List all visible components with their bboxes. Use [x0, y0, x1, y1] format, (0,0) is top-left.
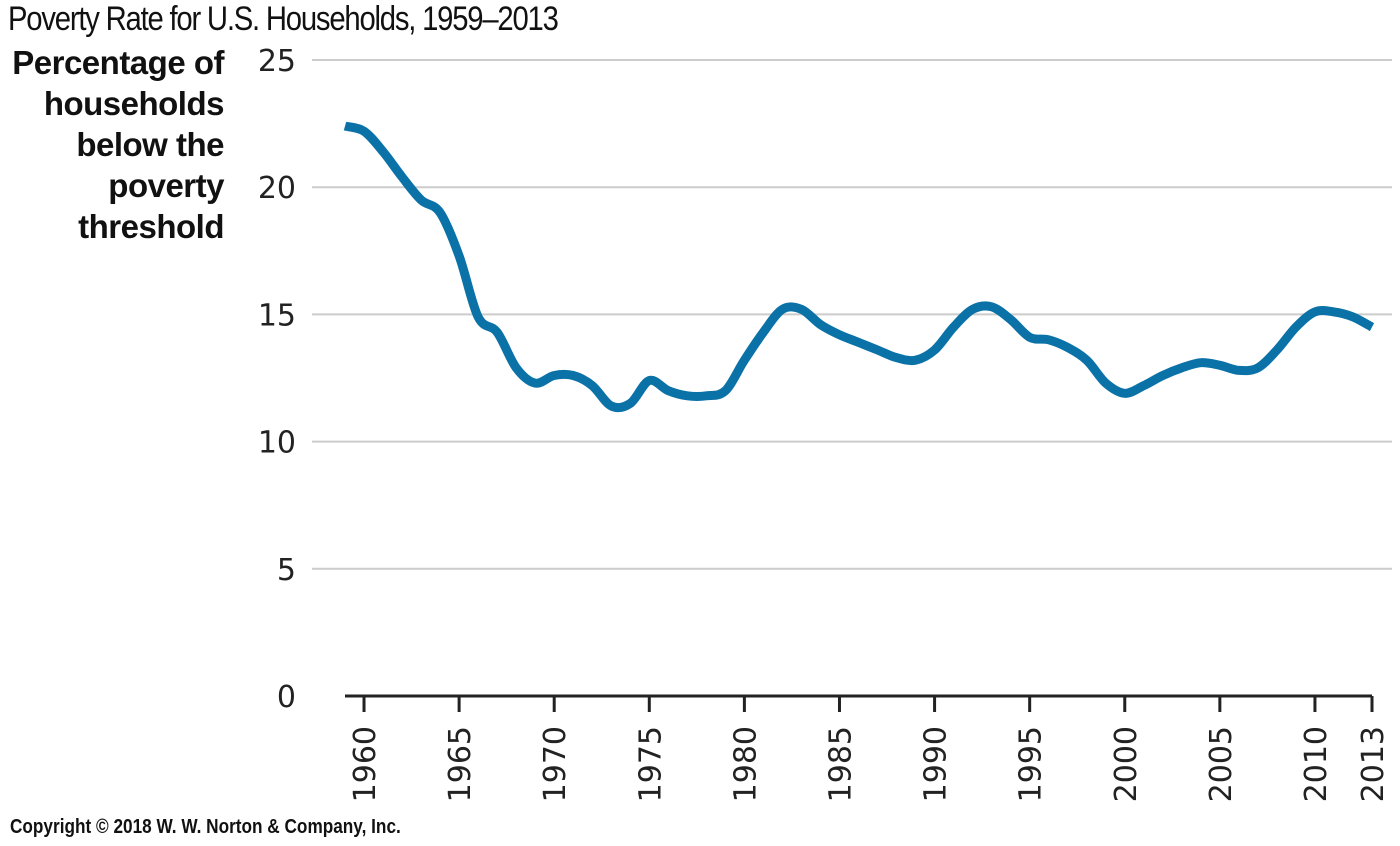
x-tick-label: 1985 [823, 726, 858, 802]
x-tick-label: 1990 [919, 726, 954, 802]
y-tick-label: 20 [258, 171, 296, 206]
y-tick-label: 5 [277, 553, 296, 588]
x-tick-label: 2010 [1299, 726, 1334, 802]
y-tick-label: 15 [258, 298, 296, 333]
copyright-notice: Copyright © 2018 W. W. Norton & Company,… [10, 816, 401, 838]
x-tick-label: 1995 [1014, 726, 1049, 802]
y-axis-label-line: poverty [108, 167, 224, 204]
x-tick-label: 1975 [633, 726, 668, 802]
y-axis-label: Percentage of households below the pover… [0, 42, 224, 247]
y-axis-label-line: below the [76, 126, 224, 163]
x-tick-label: 1980 [728, 726, 763, 802]
y-tick-label: 0 [277, 680, 296, 715]
x-tick-label: 1960 [348, 726, 383, 802]
y-axis-label-line: threshold [78, 208, 224, 245]
y-axis-label-line: Percentage of [12, 44, 224, 81]
x-tick-label: 2013 [1356, 726, 1391, 802]
x-tick-label: 1965 [443, 726, 478, 802]
chart-title: Poverty Rate for U.S. Households, 1959–2… [8, 0, 559, 38]
x-tick-label: 1970 [538, 726, 573, 802]
x-tick-label: 2005 [1204, 726, 1239, 802]
y-tick-label: 25 [258, 44, 296, 79]
x-tick-label: 2000 [1109, 726, 1144, 802]
y-axis-label-line: households [43, 85, 225, 122]
series-line [343, 121, 1375, 413]
y-tick-label: 10 [258, 426, 296, 461]
